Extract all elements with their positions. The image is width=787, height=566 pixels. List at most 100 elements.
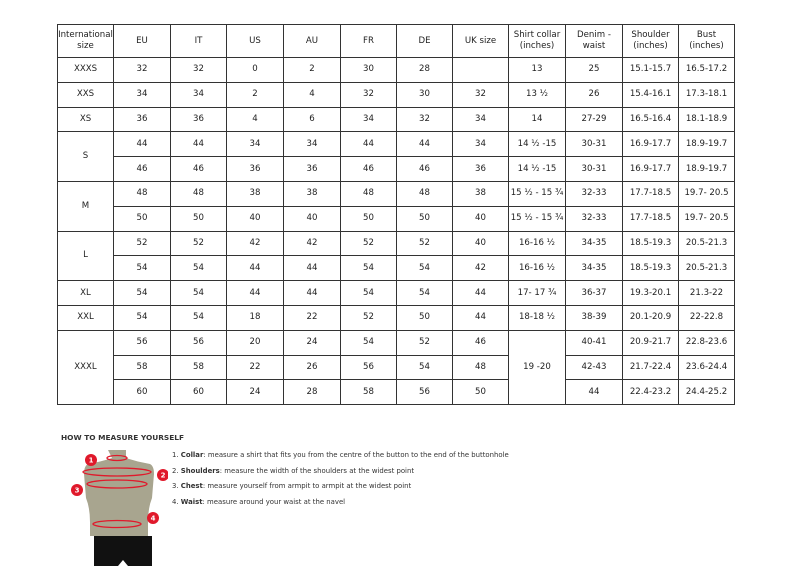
table-cell: 16.5-16.4 — [622, 106, 679, 133]
marker-2-label: 2 — [161, 472, 166, 480]
table-cell: 34-35 — [565, 255, 623, 282]
table-cell: 2 — [283, 57, 341, 83]
table-cell: 42 — [226, 230, 284, 257]
table-cell: 23.6-24.4 — [678, 354, 735, 381]
table-cell: 54 — [340, 280, 397, 306]
table-row: XXXS 32 32 0 2 30 28 13 25 15.1-15.7 16.5-17.2 — [57, 57, 735, 83]
international-size-cell: M — [57, 180, 114, 232]
table-cell: 38 — [452, 180, 509, 207]
collar-cell: 19 -20 — [508, 329, 566, 406]
table-row: M 48 48 38 38 48 48 38 15 ½ - 15 ¾ 32-33 17.7-18.5… — [57, 180, 735, 232]
table-cell: 34 — [283, 131, 341, 158]
step-text: : measure a shirt that fits you from the… — [203, 451, 509, 459]
column-header: IT — [170, 24, 227, 58]
table-cell: 50 — [340, 205, 397, 232]
table-cell: 44 — [452, 304, 509, 331]
table-cell: 34 — [113, 81, 171, 108]
table-cell: 19.3-20.1 — [622, 280, 679, 306]
table-cell: 15.1-15.7 — [622, 57, 679, 83]
column-header: US — [226, 24, 284, 58]
table-cell: 40 — [226, 205, 284, 232]
table-cell: 19.7- 20.5 — [678, 180, 735, 207]
table-cell: 52 — [113, 230, 171, 257]
step-number: 1. — [172, 451, 179, 459]
table-cell: 28 — [396, 57, 453, 83]
table-cell: 44 — [170, 131, 227, 158]
table-cell: 32-33 — [565, 180, 623, 207]
table-cell: 52 — [170, 230, 227, 257]
table-cell: 44 — [113, 131, 171, 158]
table-cell: 54 — [340, 255, 397, 282]
table-cell: 36 — [283, 156, 341, 182]
table-cell: 30-31 — [565, 156, 623, 182]
how-to-measure-title: HOW TO MEASURE YOURSELF — [61, 433, 185, 442]
shorts-illustration — [94, 536, 152, 566]
table-cell: 18 — [226, 304, 284, 331]
table-cell: 27-29 — [565, 106, 623, 133]
table-cell: 21.7-22.4 — [622, 354, 679, 381]
table-cell: 54 — [113, 280, 171, 306]
table-cell: 54 — [396, 255, 453, 282]
column-header: EU — [113, 24, 171, 58]
table-cell: 40-41 — [565, 329, 623, 356]
table-cell: 44 — [283, 280, 341, 306]
international-size-cell: S — [57, 131, 114, 182]
table-cell: 18.5-19.3 — [622, 255, 679, 282]
table-cell: 36 — [170, 106, 227, 133]
table-cell: 48 — [113, 180, 171, 207]
torso-illustration — [84, 450, 154, 536]
international-size-cell: XXXS — [57, 57, 114, 83]
table-cell: 54 — [170, 255, 227, 282]
table-cell: 17- 17 ¾ — [508, 280, 566, 306]
table-cell: 13 ½ — [508, 81, 566, 108]
table-cell: 34 — [170, 81, 227, 108]
column-header: Denim - waist — [565, 24, 623, 58]
table-cell: 22.4-23.2 — [622, 379, 679, 406]
table-cell: 16.5-17.2 — [678, 57, 735, 83]
table-cell: 44 — [396, 131, 453, 158]
marker-4-label: 4 — [151, 515, 156, 523]
table-cell: 40 — [452, 205, 509, 232]
marker-3-label: 3 — [75, 487, 80, 495]
table-cell: 36-37 — [565, 280, 623, 306]
table-cell: 36 — [113, 106, 171, 133]
table-cell: 54 — [170, 280, 227, 306]
column-header: DE — [396, 24, 453, 58]
table-cell: 16-16 ½ — [508, 230, 566, 257]
column-header: International size — [57, 24, 114, 58]
table-cell: 21.3-22 — [678, 280, 735, 306]
table-row: XXS 34 34 2 4 32 30 32 13 ½ 26 15.4-16.1 17.3-18.1 — [57, 81, 735, 108]
table-cell: 34 — [340, 106, 397, 133]
international-size-cell: XXXL — [57, 329, 114, 406]
table-cell: 60 — [113, 379, 171, 406]
table-cell: 30 — [396, 81, 453, 108]
table-row: 46 46 36 36 46 46 36 14 ½ -15 30-31 16.9-17.7 18.9… — [58, 156, 735, 182]
table-cell: 38-39 — [565, 304, 623, 331]
table-cell: 60 — [170, 379, 227, 406]
table-cell: 15.4-16.1 — [622, 81, 679, 108]
table-cell: 20.9-21.7 — [622, 329, 679, 356]
table-cell: 38 — [283, 180, 341, 207]
step-number: 4. — [172, 497, 179, 506]
table-cell: 54 — [396, 354, 453, 381]
table-cell: 58 — [170, 354, 227, 381]
table-cell: 34 — [226, 131, 284, 158]
table-cell: 46 — [170, 156, 227, 182]
table-cell: 42 — [452, 255, 509, 282]
table-cell: 50 — [170, 205, 227, 232]
table-row: 58 58 22 26 56 54 48 42-43 21.7-22.4 23.6-24.4 — [58, 354, 735, 381]
table-cell: 32-33 — [565, 205, 623, 232]
table-cell: 14 — [508, 106, 566, 133]
table-cell: 56 — [170, 329, 227, 356]
column-header: Bust (inches) — [678, 24, 735, 58]
table-cell: 52 — [396, 230, 453, 257]
table-cell: 44 — [565, 379, 623, 406]
table-cell: 54 — [396, 280, 453, 306]
table-cell: 40 — [283, 205, 341, 232]
table-cell: 46 — [452, 329, 509, 356]
table-cell: 42 — [283, 230, 341, 257]
table-cell: 14 ½ -15 — [508, 156, 566, 182]
table-cell: 40 — [452, 230, 509, 257]
table-cell: 20.5-21.3 — [678, 230, 735, 257]
table-cell: 56 — [340, 354, 397, 381]
